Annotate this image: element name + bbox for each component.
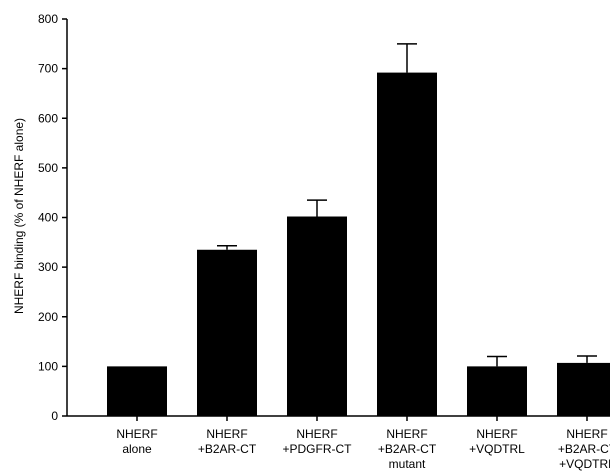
- category-label: NHERF: [476, 427, 517, 441]
- bar: [197, 249, 257, 416]
- y-tick-label: 400: [38, 211, 58, 225]
- category-label: mutant: [389, 457, 426, 471]
- bar: [377, 72, 437, 416]
- x-axis: [67, 415, 610, 421]
- bar: [467, 366, 527, 416]
- bar: [557, 362, 610, 416]
- y-tick-label: 700: [38, 62, 58, 76]
- category-label: +B2AR-CT: [378, 442, 437, 456]
- category-label: +B2AR-CT: [198, 442, 257, 456]
- category-label: NHERF: [566, 427, 607, 441]
- bar: [107, 366, 167, 416]
- y-tick-label: 200: [38, 310, 58, 324]
- y-axis-title: NHERF binding (% of NHERF alone): [12, 118, 26, 314]
- error-bars: [217, 43, 597, 367]
- category-label: +VQDTRL: [559, 457, 610, 471]
- y-tick-label: 100: [38, 359, 58, 373]
- category-label: alone: [122, 442, 152, 456]
- category-label: NHERF: [296, 427, 337, 441]
- y-tick-label: 500: [38, 161, 58, 175]
- category-label: +VQDTRL: [469, 442, 525, 456]
- y-tick-label: 600: [38, 111, 58, 125]
- y-tick-label: 800: [38, 12, 58, 26]
- y-tick-label: 300: [38, 260, 58, 274]
- category-labels: NHERFaloneNHERF+B2AR-CTNHERF+PDGFR-CTNHE…: [116, 427, 610, 471]
- category-label: +B2AR-CT: [558, 442, 610, 456]
- category-label: NHERF: [116, 427, 157, 441]
- y-tick-label: 0: [51, 409, 58, 423]
- bars: [107, 72, 610, 416]
- category-label: NHERF: [386, 427, 427, 441]
- bar: [287, 216, 347, 416]
- category-label: NHERF: [206, 427, 247, 441]
- y-axis: 0 100 200 300 400 500 600 700 800: [38, 12, 68, 423]
- category-label: +PDGFR-CT: [283, 442, 353, 456]
